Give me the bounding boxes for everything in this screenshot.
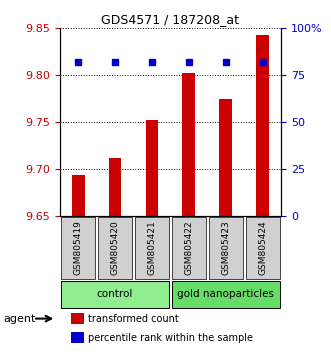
FancyBboxPatch shape <box>246 217 279 279</box>
Text: control: control <box>97 289 133 299</box>
FancyBboxPatch shape <box>62 217 95 279</box>
FancyBboxPatch shape <box>135 217 168 279</box>
FancyBboxPatch shape <box>62 281 168 308</box>
Bar <box>257 35 269 216</box>
Bar <box>71 175 84 216</box>
FancyBboxPatch shape <box>209 217 243 279</box>
Text: agent: agent <box>3 314 36 324</box>
Text: GSM805420: GSM805420 <box>111 221 119 275</box>
FancyBboxPatch shape <box>98 217 132 279</box>
Text: GSM805424: GSM805424 <box>259 221 267 275</box>
Text: transformed count: transformed count <box>88 314 179 324</box>
Text: GSM805419: GSM805419 <box>73 221 82 275</box>
Bar <box>71 313 84 324</box>
Bar <box>71 332 84 343</box>
Text: gold nanoparticles: gold nanoparticles <box>177 289 274 299</box>
Text: GSM805423: GSM805423 <box>221 221 230 275</box>
Text: percentile rank within the sample: percentile rank within the sample <box>88 332 254 343</box>
Bar <box>219 99 232 216</box>
Text: GSM805421: GSM805421 <box>148 221 157 275</box>
Bar <box>146 120 159 216</box>
Text: GSM805422: GSM805422 <box>184 221 193 275</box>
Bar <box>109 158 121 216</box>
Title: GDS4571 / 187208_at: GDS4571 / 187208_at <box>102 13 239 26</box>
FancyBboxPatch shape <box>172 281 279 308</box>
Bar <box>182 73 195 216</box>
FancyBboxPatch shape <box>172 217 206 279</box>
